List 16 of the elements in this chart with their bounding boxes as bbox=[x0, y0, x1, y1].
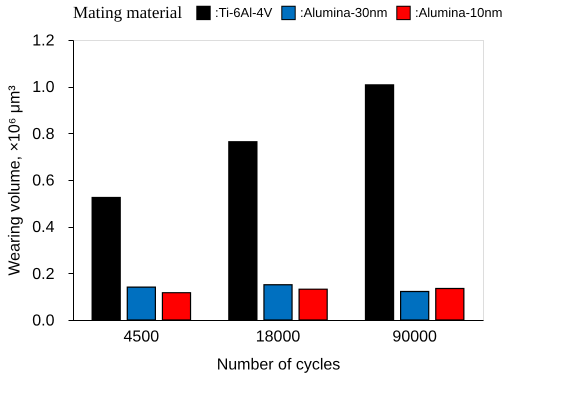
y-tick-label: 0.8 bbox=[32, 126, 55, 143]
x-axis-title: Number of cycles bbox=[216, 356, 340, 374]
y-tick-label: 0.0 bbox=[32, 312, 55, 330]
legend-label: :Ti-6Al-4V bbox=[215, 4, 273, 20]
legend-label: :Alumina-10nm bbox=[415, 4, 502, 20]
legend-label: :Alumina-30nm bbox=[300, 4, 388, 20]
y-tick-label: 1.2 bbox=[32, 32, 55, 50]
x-tick-label: 4500 bbox=[124, 328, 160, 346]
y-tick-label: 0.2 bbox=[32, 266, 55, 283]
x-tick-label: 18000 bbox=[256, 328, 300, 346]
legend-title: Mating material bbox=[73, 3, 182, 22]
y-axis-title: Wearing volume, ×10⁶ μm³ bbox=[6, 84, 24, 276]
y-tick-label: 0.4 bbox=[32, 219, 55, 236]
y-tick-label: 1.0 bbox=[32, 79, 55, 96]
y-tick-label: 0.6 bbox=[32, 172, 55, 190]
x-tick-label: 90000 bbox=[392, 328, 438, 346]
